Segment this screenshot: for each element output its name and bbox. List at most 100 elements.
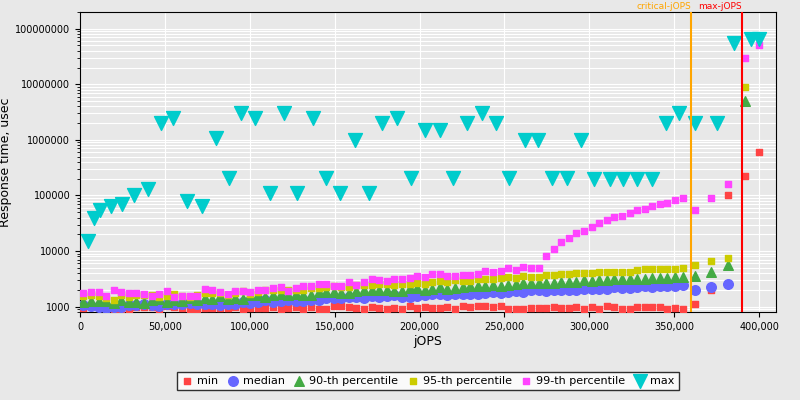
median <box>388 292 401 299</box>
95-th percentile <box>381 280 394 287</box>
90-th percentile <box>122 299 135 305</box>
median <box>290 298 302 304</box>
median <box>705 283 718 290</box>
Text: max-jOPS: max-jOPS <box>698 2 742 11</box>
95-th percentile <box>122 294 135 300</box>
90-th percentile <box>555 279 568 286</box>
90-th percentile <box>600 277 613 283</box>
median <box>510 288 522 294</box>
90-th percentile <box>107 300 120 306</box>
99-th percentile <box>547 246 560 252</box>
90-th percentile <box>297 292 310 298</box>
median <box>532 287 545 293</box>
median <box>122 302 135 308</box>
95-th percentile <box>688 262 701 269</box>
max <box>320 174 333 181</box>
95-th percentile <box>161 293 174 300</box>
90-th percentile <box>92 298 105 304</box>
95-th percentile <box>600 269 613 276</box>
min <box>100 304 113 310</box>
max <box>306 114 319 121</box>
90-th percentile <box>410 285 423 292</box>
95-th percentile <box>418 280 431 287</box>
min <box>441 304 454 311</box>
min <box>555 305 568 311</box>
95-th percentile <box>259 287 272 293</box>
99-th percentile <box>92 289 105 296</box>
90-th percentile <box>206 296 218 302</box>
median <box>586 286 598 292</box>
95-th percentile <box>403 281 416 288</box>
max <box>447 174 460 181</box>
max <box>235 110 248 116</box>
90-th percentile <box>395 287 408 294</box>
min <box>540 305 553 312</box>
median <box>525 287 538 293</box>
median <box>630 284 643 290</box>
median <box>176 301 189 307</box>
median <box>381 293 394 299</box>
99-th percentile <box>434 271 446 277</box>
max <box>155 120 168 126</box>
90-th percentile <box>669 274 682 280</box>
99-th percentile <box>350 282 363 288</box>
min <box>297 306 310 312</box>
min <box>373 304 386 311</box>
median <box>441 292 454 299</box>
min <box>525 305 538 311</box>
max <box>418 127 431 133</box>
min <box>494 303 507 310</box>
90-th percentile <box>615 276 628 283</box>
min <box>358 306 370 312</box>
min <box>282 304 294 311</box>
95-th percentile <box>547 272 560 278</box>
90-th percentile <box>161 299 174 305</box>
90-th percentile <box>251 292 264 298</box>
99-th percentile <box>190 293 203 299</box>
99-th percentile <box>161 288 174 294</box>
95-th percentile <box>479 276 492 282</box>
95-th percentile <box>320 284 333 290</box>
median <box>426 291 438 297</box>
90-th percentile <box>638 276 651 282</box>
max <box>461 120 474 126</box>
90-th percentile <box>464 282 477 289</box>
95-th percentile <box>608 268 621 275</box>
90-th percentile <box>578 277 590 283</box>
99-th percentile <box>630 207 643 213</box>
median <box>282 297 294 303</box>
min <box>388 304 401 311</box>
95-th percentile <box>266 287 279 294</box>
90-th percentile <box>494 282 507 289</box>
median <box>305 297 318 304</box>
90-th percentile <box>274 291 287 297</box>
99-th percentile <box>320 281 333 287</box>
min <box>410 305 423 312</box>
max <box>264 190 277 196</box>
min <box>510 305 522 312</box>
median <box>221 301 234 307</box>
median <box>266 299 279 305</box>
90-th percentile <box>153 296 166 302</box>
90-th percentile <box>570 279 583 285</box>
95-th percentile <box>532 274 545 280</box>
max <box>727 40 740 46</box>
99-th percentile <box>122 290 135 296</box>
95-th percentile <box>251 289 264 295</box>
min <box>350 305 363 311</box>
90-th percentile <box>327 289 340 296</box>
90-th percentile <box>190 297 203 304</box>
median <box>168 300 181 307</box>
min <box>479 303 492 310</box>
max <box>659 120 672 126</box>
95-th percentile <box>244 290 257 297</box>
99-th percentile <box>410 272 423 279</box>
median <box>327 295 340 301</box>
max <box>391 114 404 121</box>
median <box>335 295 348 301</box>
95-th percentile <box>176 293 189 300</box>
min <box>661 306 674 312</box>
99-th percentile <box>85 289 98 295</box>
max <box>561 174 574 181</box>
90-th percentile <box>221 296 234 302</box>
